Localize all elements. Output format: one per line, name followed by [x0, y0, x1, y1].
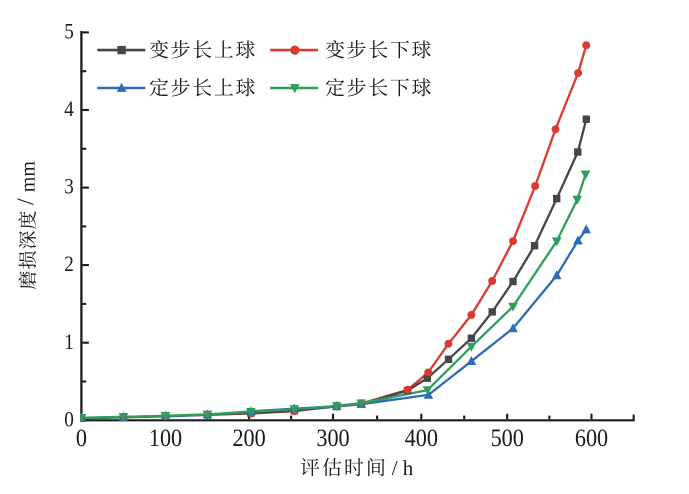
svg-text:0: 0: [76, 424, 87, 452]
svg-text:500: 500: [491, 424, 524, 452]
svg-text:400: 400: [405, 424, 438, 452]
svg-text:2: 2: [64, 253, 74, 276]
svg-text:600: 600: [575, 424, 608, 452]
svg-text:/ h: / h: [392, 456, 414, 480]
svg-text:1: 1: [64, 331, 74, 354]
svg-text:100: 100: [149, 424, 182, 452]
svg-text:300: 300: [316, 424, 349, 452]
svg-text:200: 200: [232, 424, 265, 452]
svg-text:0: 0: [64, 408, 74, 431]
svg-text:3: 3: [64, 175, 74, 198]
svg-text:4: 4: [64, 98, 74, 121]
svg-text:/: /: [14, 198, 40, 205]
svg-text:5: 5: [64, 20, 74, 43]
svg-text:mm: mm: [18, 161, 40, 193]
